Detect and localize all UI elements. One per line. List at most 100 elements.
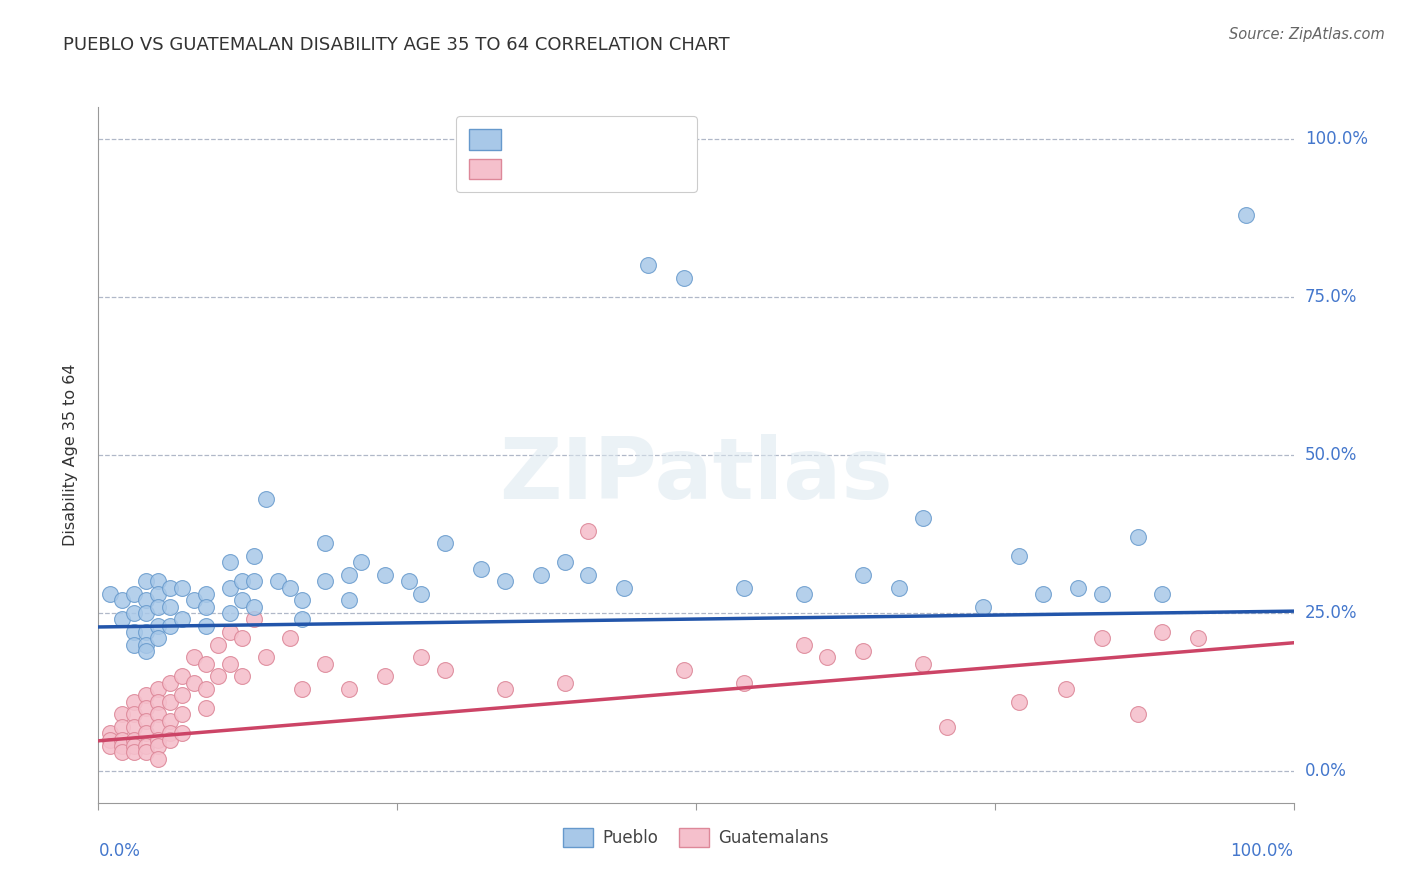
Point bbox=[148, 618, 170, 632]
Point bbox=[124, 745, 146, 759]
Text: 75.0%: 75.0% bbox=[1305, 288, 1357, 306]
Point bbox=[793, 638, 815, 652]
Text: 0.0%: 0.0% bbox=[98, 842, 141, 860]
Point bbox=[135, 714, 157, 728]
Point bbox=[219, 625, 242, 640]
Point bbox=[613, 581, 636, 595]
Text: 100.0%: 100.0% bbox=[1305, 129, 1368, 148]
Point bbox=[183, 650, 205, 665]
Point bbox=[98, 587, 122, 601]
Point bbox=[815, 650, 838, 665]
Point bbox=[219, 581, 242, 595]
Point bbox=[135, 625, 157, 640]
Point bbox=[135, 606, 157, 620]
Point bbox=[911, 511, 934, 525]
Point bbox=[1152, 625, 1174, 640]
Text: 25.0%: 25.0% bbox=[1305, 604, 1357, 622]
Point bbox=[159, 732, 181, 747]
Point bbox=[172, 726, 194, 740]
Point bbox=[530, 568, 553, 582]
Y-axis label: Disability Age 35 to 64: Disability Age 35 to 64 bbox=[63, 364, 79, 546]
Point bbox=[148, 599, 170, 614]
Point bbox=[1128, 530, 1150, 544]
Point bbox=[231, 593, 253, 607]
Point bbox=[398, 574, 420, 589]
Text: R =: R = bbox=[475, 137, 520, 156]
Point bbox=[111, 739, 134, 753]
Point bbox=[1008, 695, 1031, 709]
Point bbox=[972, 599, 994, 614]
Point bbox=[1091, 587, 1114, 601]
Text: R =: R = bbox=[475, 162, 520, 181]
Point bbox=[852, 644, 875, 658]
Point bbox=[148, 587, 170, 601]
Point bbox=[411, 650, 433, 665]
Point bbox=[148, 695, 170, 709]
Point bbox=[374, 568, 396, 582]
Point bbox=[159, 714, 181, 728]
Point bbox=[434, 536, 457, 550]
Point bbox=[315, 536, 337, 550]
Point bbox=[159, 695, 181, 709]
Point bbox=[124, 606, 146, 620]
Point bbox=[148, 681, 170, 696]
Point bbox=[111, 593, 134, 607]
Point bbox=[1056, 681, 1078, 696]
Point bbox=[1091, 632, 1114, 646]
Point bbox=[494, 574, 516, 589]
Point bbox=[135, 638, 157, 652]
Point bbox=[1152, 587, 1174, 601]
Point bbox=[411, 587, 433, 601]
Point bbox=[315, 657, 337, 671]
Point bbox=[254, 650, 277, 665]
Point bbox=[374, 669, 396, 683]
Point bbox=[124, 625, 146, 640]
Point bbox=[98, 739, 122, 753]
Point bbox=[339, 593, 361, 607]
Point bbox=[936, 720, 959, 734]
Point bbox=[243, 612, 266, 626]
Point bbox=[793, 587, 815, 601]
Text: ZIPatlas: ZIPatlas bbox=[499, 434, 893, 517]
Point bbox=[231, 574, 253, 589]
Point bbox=[911, 657, 934, 671]
Point bbox=[159, 581, 181, 595]
Point bbox=[231, 632, 253, 646]
Point bbox=[124, 732, 146, 747]
Point bbox=[98, 726, 122, 740]
Point bbox=[124, 638, 146, 652]
Point bbox=[578, 524, 600, 538]
Point bbox=[172, 612, 194, 626]
Text: N =: N = bbox=[576, 162, 634, 181]
Text: 70: 70 bbox=[619, 137, 641, 156]
Point bbox=[124, 587, 146, 601]
Point bbox=[98, 732, 122, 747]
Point bbox=[159, 599, 181, 614]
Point bbox=[554, 556, 576, 570]
Point bbox=[135, 726, 157, 740]
Point bbox=[159, 726, 181, 740]
Point bbox=[135, 574, 157, 589]
Point bbox=[195, 701, 218, 715]
Point bbox=[254, 492, 277, 507]
Text: 50.0%: 50.0% bbox=[1305, 446, 1357, 464]
Text: 72: 72 bbox=[619, 162, 641, 181]
Point bbox=[148, 632, 170, 646]
Point bbox=[350, 556, 373, 570]
Point bbox=[1032, 587, 1054, 601]
Point bbox=[278, 632, 301, 646]
Point bbox=[111, 745, 134, 759]
Point bbox=[494, 681, 516, 696]
Text: 0.0%: 0.0% bbox=[1305, 762, 1347, 780]
Point bbox=[183, 593, 205, 607]
Text: 100.0%: 100.0% bbox=[1230, 842, 1294, 860]
Point bbox=[1128, 707, 1150, 722]
Point bbox=[207, 638, 229, 652]
Point bbox=[243, 574, 266, 589]
Point bbox=[148, 720, 170, 734]
Text: Source: ZipAtlas.com: Source: ZipAtlas.com bbox=[1229, 27, 1385, 42]
Point bbox=[111, 732, 134, 747]
Point bbox=[434, 663, 457, 677]
Point bbox=[339, 681, 361, 696]
Point bbox=[673, 270, 696, 285]
